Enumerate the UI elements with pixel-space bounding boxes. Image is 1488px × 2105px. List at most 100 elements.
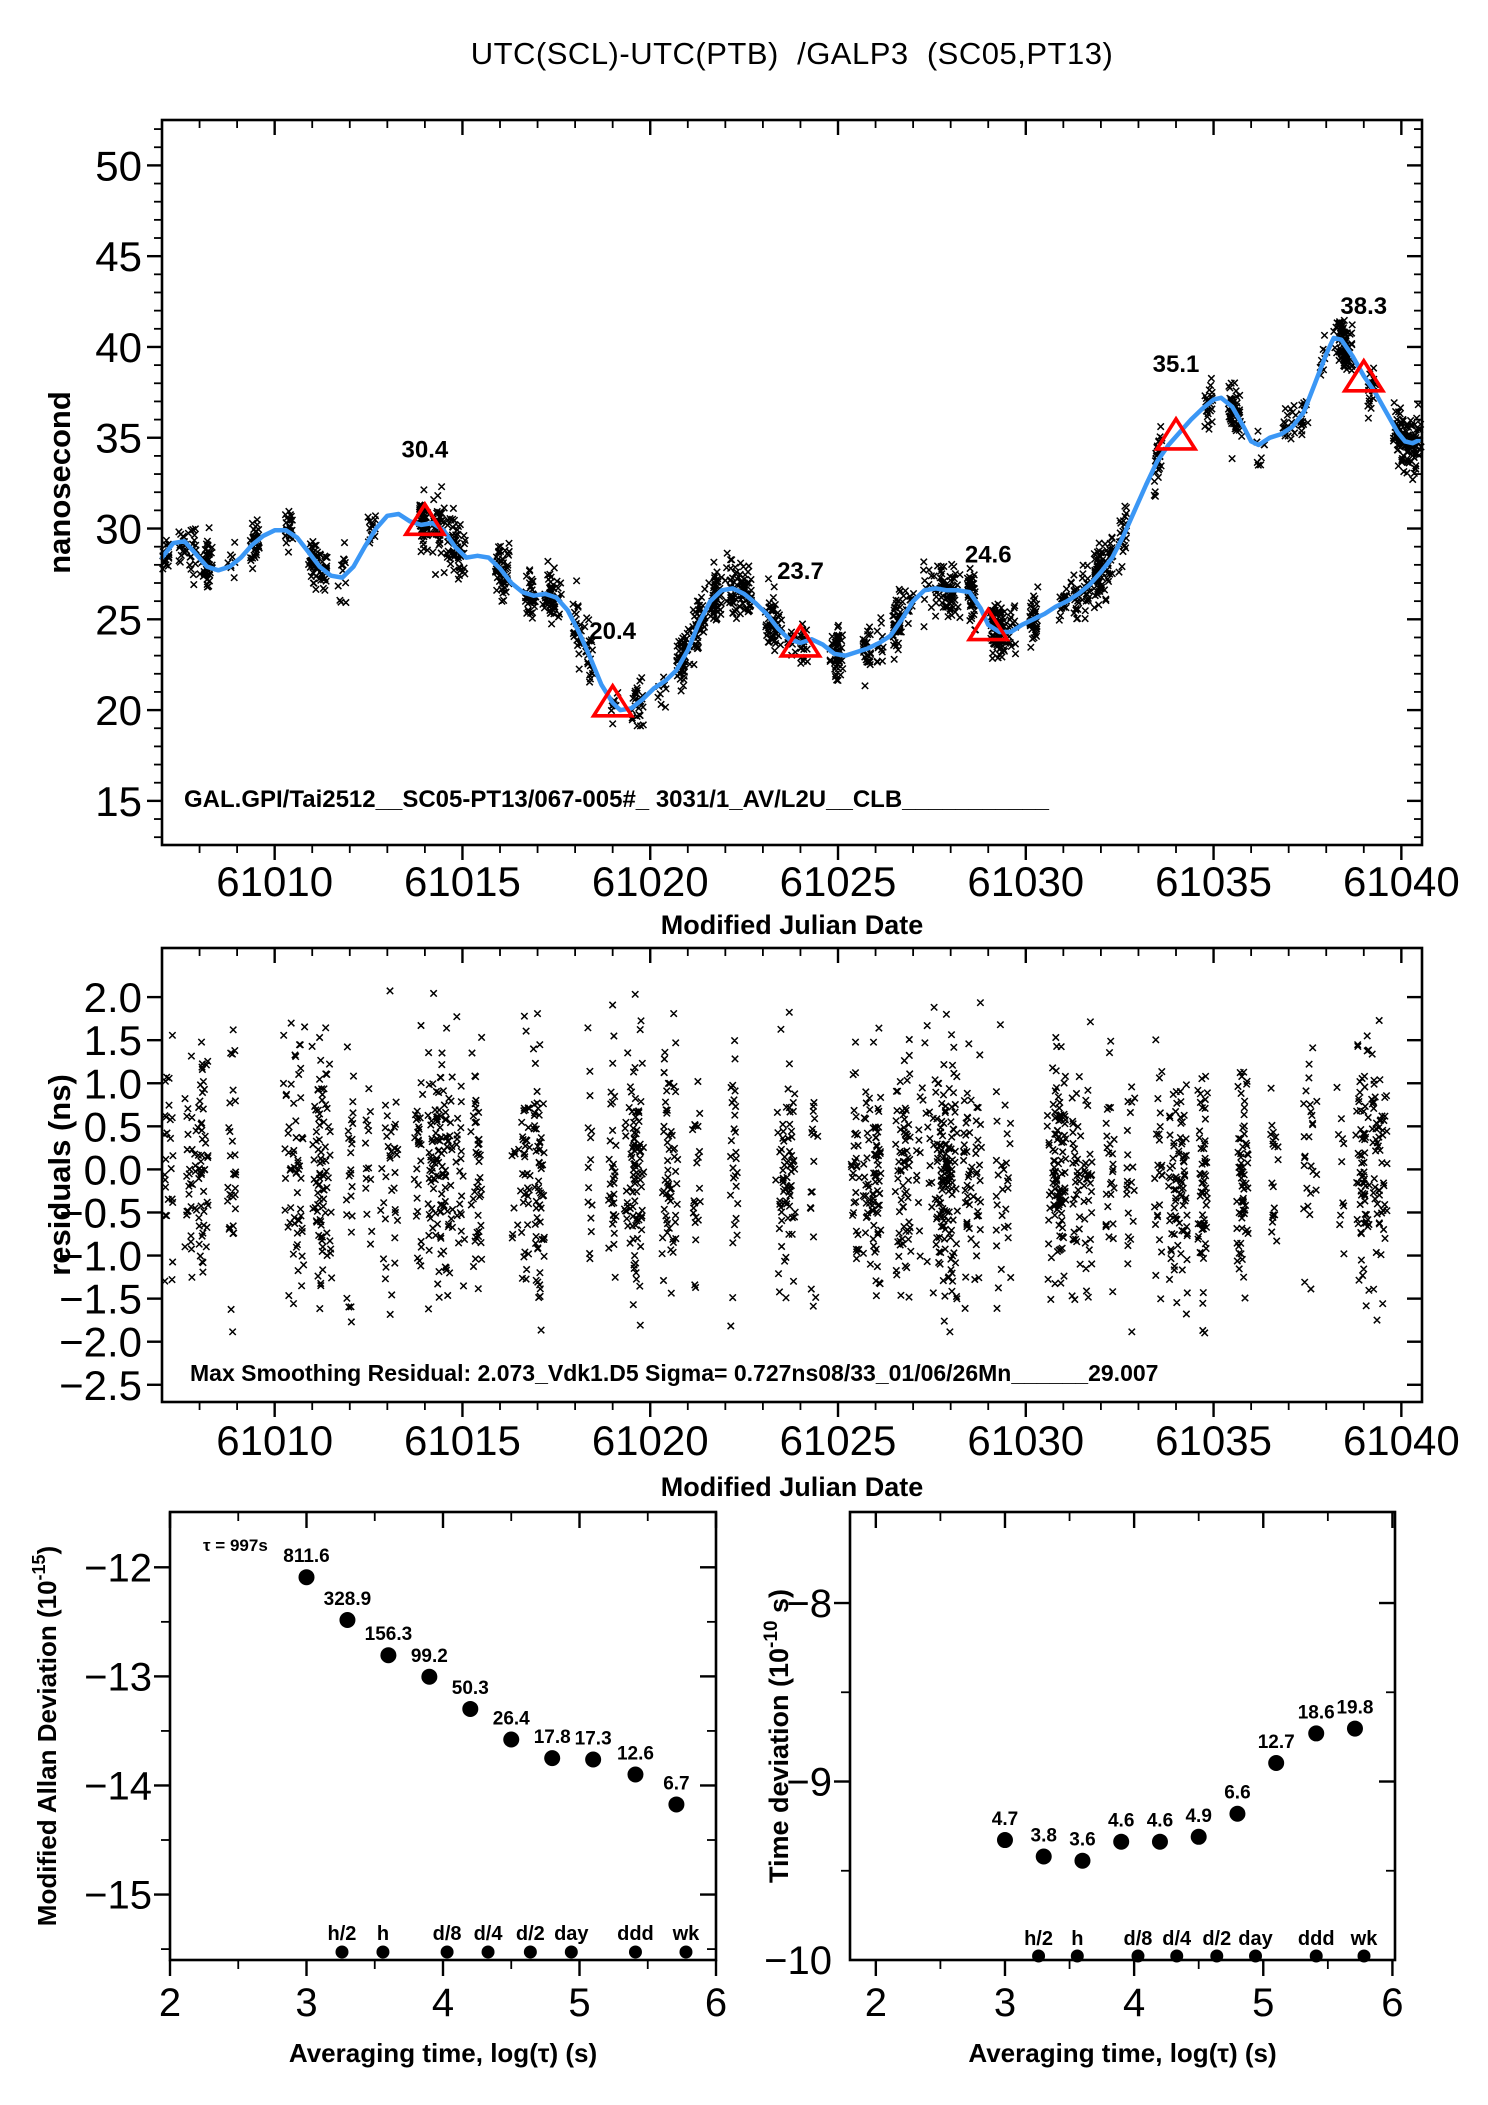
mdev-point xyxy=(544,1750,561,1767)
tdev-point-label: 4.7 xyxy=(992,1809,1018,1830)
interval-marker-label: h xyxy=(1071,1928,1083,1950)
y-tick-label: −1.5 xyxy=(59,1276,142,1323)
daily-marker-triangle xyxy=(590,682,635,718)
y-tick-label: 0.0 xyxy=(84,1146,142,1193)
tdev-point-label: 4.6 xyxy=(1147,1811,1173,1832)
x-tick-label: 61025 xyxy=(780,1417,897,1464)
daily-marker-label: 23.7 xyxy=(777,558,824,585)
y-tick-label: −10 xyxy=(764,1939,832,1983)
mdev-point-label: 12.6 xyxy=(617,1744,654,1765)
x-tick-label: 61010 xyxy=(216,858,333,905)
tdev-point-label: 4.6 xyxy=(1108,1811,1134,1832)
interval-marker-dot xyxy=(481,1945,495,1959)
interval-marker-label: d/2 xyxy=(516,1923,545,1945)
tdev-point xyxy=(1346,1720,1363,1737)
y-tick-label: 35 xyxy=(95,415,142,462)
interval-marker-dot xyxy=(335,1945,349,1959)
x-tick-label: 61030 xyxy=(967,1417,1084,1464)
interval-marker-dot xyxy=(440,1945,454,1959)
y-tick-label: 1.5 xyxy=(84,1017,142,1064)
y-axis-title: Time deviation (10-10 s) xyxy=(761,1589,794,1883)
smoothed-line xyxy=(159,335,1423,713)
y-tick-label: 50 xyxy=(95,142,142,189)
interval-marker-label: d/4 xyxy=(474,1923,504,1945)
x-tick-label: 61030 xyxy=(967,858,1084,905)
tdev-point xyxy=(1268,1754,1285,1771)
y-tick-label: −8 xyxy=(786,1582,832,1626)
y-tick-label: 0.5 xyxy=(84,1103,142,1150)
mdev-point-label: 17.8 xyxy=(534,1727,571,1748)
y-tick-label: 1.0 xyxy=(84,1060,142,1107)
interval-marker-dot xyxy=(1249,1949,1263,1963)
tdev-point-label: 3.8 xyxy=(1031,1826,1057,1847)
tdev-point xyxy=(1190,1828,1207,1845)
mdev-point-label: 99.2 xyxy=(411,1646,448,1667)
daily-marker-label: 38.3 xyxy=(1340,293,1387,320)
x-tick-label: 61035 xyxy=(1155,858,1272,905)
interval-marker-dot xyxy=(376,1945,390,1959)
mdev-point xyxy=(298,1569,315,1586)
mdev-point xyxy=(462,1700,479,1717)
interval-marker-dot xyxy=(1131,1949,1145,1963)
interval-marker-label: ddd xyxy=(617,1923,654,1945)
x-tick-label: 2 xyxy=(865,1981,887,2025)
residuals-annotation: Max Smoothing Residual: 2.073_Vdk1.D5 Si… xyxy=(190,1360,1158,1386)
interval-marker-dot xyxy=(1070,1949,1084,1963)
y-tick-label: 45 xyxy=(95,233,142,280)
x-tick-label: 61040 xyxy=(1343,1417,1460,1464)
y-tick-label: −15 xyxy=(84,1874,152,1918)
tdev-point xyxy=(1113,1833,1130,1850)
x-tick-label: 61010 xyxy=(216,1417,333,1464)
interval-marker-label: d/4 xyxy=(1162,1928,1192,1950)
tdev-point xyxy=(1229,1805,1246,1822)
phase-panel: 30.4 20.4 23.7 24.6 35.1 38.3 61010 61015 61020 6… xyxy=(42,118,1460,940)
mdev-point xyxy=(627,1766,644,1783)
y-tick-label: 25 xyxy=(95,596,142,643)
interval-marker-label: d/8 xyxy=(433,1923,462,1945)
interval-marker-dot xyxy=(523,1945,537,1959)
y-tick-label: 2.0 xyxy=(84,974,142,1021)
daily-marker-label: 35.1 xyxy=(1153,351,1200,378)
interval-marker-label: wk xyxy=(672,1923,701,1945)
interval-marker-label: day xyxy=(1238,1928,1273,1950)
y-tick-label: −13 xyxy=(84,1655,152,1699)
mdev-point-label: 50.3 xyxy=(452,1678,489,1699)
y-tick-label: −9 xyxy=(786,1761,832,1805)
interval-marker-dot xyxy=(564,1945,578,1959)
mdev-panel: 2 3 4 5 6 −12 −13 −14 −15 811.6 328.9 156.399.250.3… xyxy=(29,1510,727,2068)
interval-marker-label: h xyxy=(377,1923,389,1945)
interval-marker-label: h/2 xyxy=(328,1923,357,1945)
x-tick-label: 4 xyxy=(432,1981,454,2025)
tdev-point xyxy=(1035,1848,1052,1865)
mdev-point xyxy=(503,1731,520,1748)
mdev-point-label: 328.9 xyxy=(324,1589,372,1610)
y-tick-label: 15 xyxy=(95,778,142,825)
x-tick-label: 61015 xyxy=(404,858,521,905)
x-tick-label: 61020 xyxy=(592,858,709,905)
tdev-point-label: 6.6 xyxy=(1224,1783,1250,1804)
residuals-panel: 61010 61015 61020 61025 61030 61035 610402.01.… xyxy=(42,946,1460,1502)
mdev-point-label: 17.3 xyxy=(575,1729,612,1750)
mdev-point-label: 811.6 xyxy=(283,1546,330,1567)
mdev-point-label: 156.3 xyxy=(365,1624,413,1645)
tdev-point-label: 19.8 xyxy=(1336,1698,1373,1719)
interval-marker-dot xyxy=(1210,1949,1224,1963)
x-axis-title: Averaging time, log(τ) (s) xyxy=(289,2038,597,2068)
tdev-point xyxy=(1151,1833,1168,1850)
x-tick-label: 61035 xyxy=(1155,1417,1272,1464)
tdev-point xyxy=(996,1832,1013,1849)
mdev-point xyxy=(421,1668,438,1685)
y-tick-label: −2.5 xyxy=(59,1362,142,1409)
figure-title: UTC(SCL)-UTC(PTB) /GALP3 (SC05,PT13) xyxy=(470,36,1114,71)
y-tick-label: 20 xyxy=(95,687,142,734)
daily-marker-triangle xyxy=(1153,415,1199,451)
phase-annotation: GAL.GPI/Tai2512__SC05-PT13/067-005#_ 303… xyxy=(184,786,1050,813)
interval-marker-label: d/8 xyxy=(1124,1928,1153,1950)
y-axis-title: Modified Allan Deviation (10-15) xyxy=(29,1546,62,1926)
tdev-point-label: 3.6 xyxy=(1069,1830,1095,1851)
y-tick-label: −12 xyxy=(84,1546,152,1590)
interval-marker-dot xyxy=(1032,1949,1046,1963)
x-tick-label: 2 xyxy=(159,1981,181,2025)
daily-marker-label: 24.6 xyxy=(965,542,1012,569)
x-tick-label: 4 xyxy=(1123,1981,1145,2025)
